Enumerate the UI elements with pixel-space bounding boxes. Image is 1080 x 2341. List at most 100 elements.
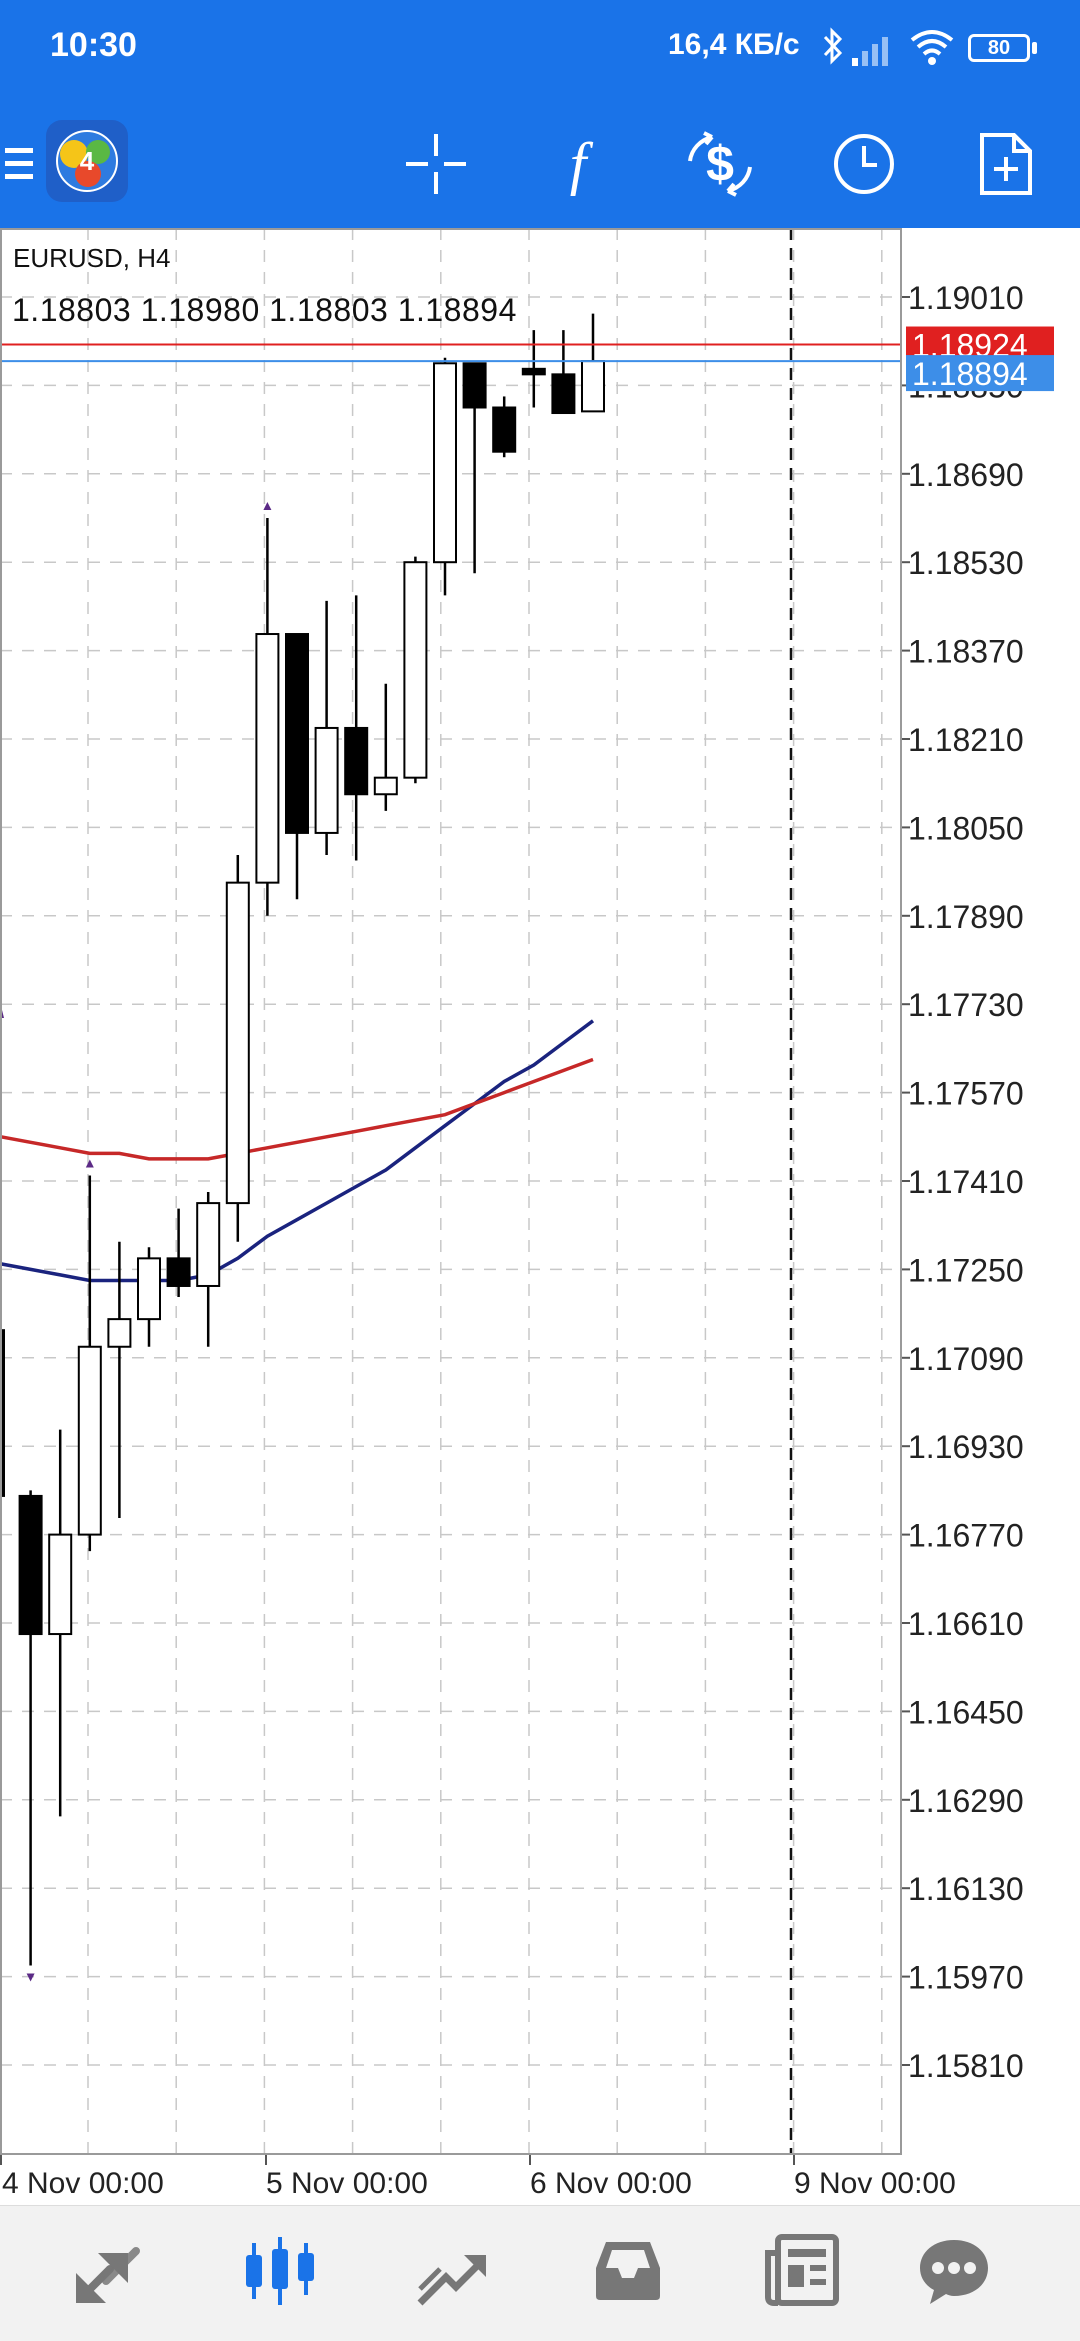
- candle: [403, 556, 428, 784]
- nav-history[interactable]: [578, 2226, 678, 2316]
- price-axis-label: 1.18210: [908, 722, 1024, 758]
- candle: [521, 330, 546, 408]
- candle: [196, 1192, 221, 1347]
- trade-trend-icon: [417, 2255, 486, 2306]
- quotes-arrows-icon: [76, 2247, 140, 2303]
- new-order-icon: [980, 133, 1032, 195]
- nav-news[interactable]: [752, 2226, 852, 2316]
- bid-price-tag: [906, 326, 1054, 361]
- menu-icon: [5, 148, 33, 179]
- candle: [314, 600, 339, 856]
- chart-symbol-label: EURUSD, H4: [13, 243, 171, 273]
- fractal-marker: [85, 1159, 94, 1168]
- price-axis-label: 1.15970: [908, 1960, 1024, 1996]
- candle-body: [433, 362, 457, 564]
- status-bar: 10:30 16,4 КБ/с 80: [0, 0, 1080, 100]
- ask-price-tag-label: 1.18894: [912, 356, 1028, 392]
- candle-body: [255, 633, 280, 884]
- bottom-navigation: [0, 2205, 1080, 2341]
- candle: [373, 683, 398, 811]
- price-axis-label: 1.18370: [908, 634, 1024, 670]
- candle: [107, 1241, 132, 1519]
- candle-body: [0, 1329, 5, 1497]
- candle-body: [225, 881, 250, 1205]
- trade-button[interactable]: $: [676, 120, 764, 208]
- time-axis-label: 9 Nov 00:00: [794, 2167, 956, 2200]
- nav-chart[interactable]: [230, 2226, 330, 2316]
- price-axis-label: 1.19010: [908, 280, 1024, 316]
- battery-tip: [1032, 42, 1037, 54]
- candle: [581, 313, 605, 413]
- svg-text:$: $: [706, 136, 734, 192]
- crosshair-button[interactable]: [392, 120, 480, 208]
- timeframe-button[interactable]: [820, 120, 908, 208]
- svg-text:4: 4: [80, 146, 95, 176]
- indicators-button[interactable]: f: [534, 120, 622, 208]
- trade-dollar-icon: $: [688, 131, 752, 197]
- bluetooth-icon: [823, 27, 843, 65]
- price-axis-label: 1.16130: [908, 1871, 1024, 1907]
- candle-body: [581, 360, 605, 413]
- price-axis-label: 1.18530: [908, 545, 1024, 581]
- svg-text:f: f: [570, 132, 594, 196]
- candle-body: [373, 776, 398, 796]
- candle-body: [285, 633, 309, 834]
- nav-quotes[interactable]: [58, 2226, 158, 2316]
- price-axis-label: 1.18050: [908, 810, 1024, 846]
- indicators-f-icon: f: [570, 132, 594, 196]
- candle-body: [166, 1257, 191, 1287]
- battery-level: 80: [987, 37, 1011, 59]
- price-axis-label: 1.18690: [908, 457, 1024, 493]
- candle-body: [48, 1533, 73, 1636]
- moving-average-line: [0, 1019, 595, 1283]
- time-axis-label: 6 Nov 00:00: [530, 2167, 692, 2200]
- price-chart[interactable]: 1.190101.188501.186901.185301.183701.182…: [0, 228, 1080, 2205]
- menu-button[interactable]: [0, 120, 40, 208]
- candle-body: [137, 1257, 161, 1321]
- candle: [462, 362, 487, 574]
- candle: [344, 595, 369, 861]
- status-time: 10:30: [50, 26, 137, 64]
- crosshair-icon: [406, 134, 466, 194]
- candle: [255, 518, 280, 916]
- candle-body: [521, 367, 546, 376]
- candles-chart-icon: [246, 2237, 314, 2305]
- price-axis-label: 1.16930: [908, 1429, 1024, 1465]
- candle-body: [107, 1318, 132, 1348]
- history-inbox-icon: [596, 2242, 660, 2300]
- candle-body: [18, 1494, 43, 1636]
- candle: [285, 633, 309, 900]
- candle-body: [196, 1202, 221, 1287]
- price-axis-label: 1.16290: [908, 1783, 1024, 1819]
- app-logo[interactable]: 4: [44, 118, 130, 204]
- candle-body: [314, 726, 339, 834]
- new-order-button[interactable]: [962, 120, 1050, 208]
- chart-ohlc-label: 1.18803 1.18980 1.18803 1.18894: [12, 292, 517, 328]
- candle: [77, 1175, 102, 1552]
- price-axis-label: 1.17890: [908, 899, 1024, 935]
- timeframe-clock-icon: [834, 134, 894, 194]
- time-axis-label: 4 Nov 00:00: [2, 2167, 164, 2200]
- nav-messages[interactable]: [904, 2226, 1004, 2316]
- price-axis-label: 1.16610: [908, 1606, 1024, 1642]
- fractal-marker: [263, 502, 272, 510]
- price-axis-label: 1.17090: [908, 1341, 1024, 1377]
- candle-body: [492, 406, 517, 453]
- signal-icon: [852, 37, 888, 66]
- candle: [492, 396, 517, 458]
- candle: [433, 357, 457, 596]
- price-axis-label: 1.17410: [908, 1164, 1024, 1200]
- candle: [166, 1208, 191, 1298]
- chat-icon: [920, 2240, 988, 2304]
- time-axis-label: 5 Nov 00:00: [266, 2167, 428, 2200]
- candle-body: [344, 726, 369, 796]
- metatrader-logo-icon: 4: [46, 120, 128, 202]
- candle: [225, 855, 250, 1242]
- candle-body: [77, 1345, 102, 1536]
- price-axis-label: 1.16770: [908, 1518, 1024, 1554]
- price-axis-label: 1.17730: [908, 987, 1024, 1023]
- candle: [48, 1429, 73, 1817]
- candle: [551, 330, 576, 415]
- nav-trade[interactable]: [402, 2226, 502, 2316]
- candle: [18, 1490, 43, 1966]
